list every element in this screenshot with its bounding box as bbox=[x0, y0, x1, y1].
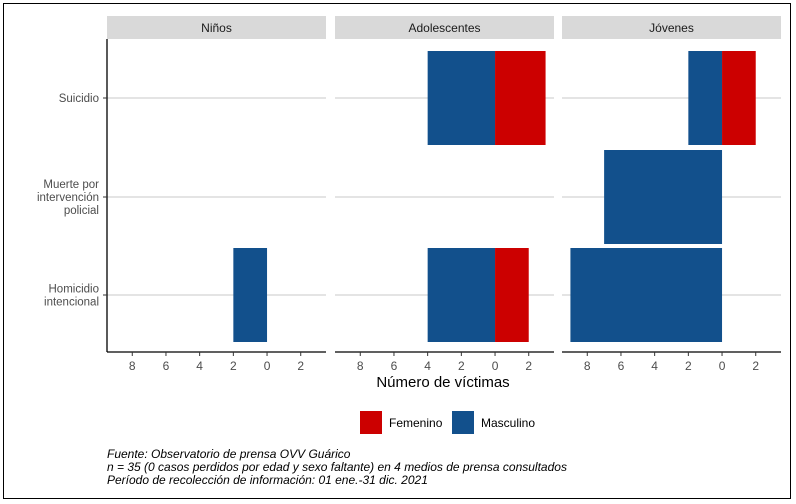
bar-masculino-homicidio bbox=[570, 248, 723, 342]
facet-panel-1: Adolescentes 8 6 4 2 0 2 bbox=[335, 16, 554, 373]
facet-strip bbox=[335, 16, 554, 39]
x-tick-label: 2 bbox=[752, 359, 759, 373]
facet-title: Adolescentes bbox=[408, 21, 480, 35]
y-category-label: Muerte por bbox=[43, 179, 99, 191]
y-category-label: Homicidio bbox=[49, 284, 100, 296]
legend-label: Masculino bbox=[481, 416, 535, 430]
caption-line: Período de recolección de información: 0… bbox=[107, 473, 428, 487]
x-tick-label: 0 bbox=[492, 359, 499, 373]
caption-line: Fuente: Observatorio de prensa OVV Guári… bbox=[107, 447, 351, 461]
x-tick-label: 2 bbox=[297, 359, 304, 373]
x-tick-label: 4 bbox=[651, 359, 658, 373]
x-tick-label: 4 bbox=[196, 359, 203, 373]
y-category-label: intencional bbox=[44, 297, 99, 309]
x-tick-label: 0 bbox=[264, 359, 271, 373]
facet-panel-2: Jóvenes 8 6 4 2 0 2 bbox=[562, 16, 781, 373]
bar-masculino-policial bbox=[604, 150, 723, 244]
legend-swatch-femenino bbox=[360, 411, 382, 434]
y-category-label: policial bbox=[64, 205, 99, 217]
legend-label: Femenino bbox=[389, 416, 443, 430]
x-tick-label: 6 bbox=[391, 359, 398, 373]
bar-masculino-homicidio bbox=[233, 248, 268, 342]
caption-line: n = 35 (0 casos perdidos por edad y sexo… bbox=[107, 460, 567, 474]
x-tick-label: 2 bbox=[458, 359, 465, 373]
caption: Fuente: Observatorio de prensa OVV Guári… bbox=[107, 447, 567, 487]
x-tick-label: 6 bbox=[163, 359, 170, 373]
facet-strip bbox=[107, 16, 326, 39]
facet-panels: Niños 8 6 4 2 0 2 Adolescentes 8 6 4 2 0 2 Jóvenes 8 6 4 2… bbox=[106, 16, 781, 373]
x-axis-label: Número de víctimas bbox=[376, 374, 509, 391]
x-tick-label: 0 bbox=[719, 359, 726, 373]
x-tick-label: 8 bbox=[357, 359, 364, 373]
bar-masculino-suicidio bbox=[688, 51, 723, 145]
facet-strip bbox=[562, 16, 781, 39]
bar-femenino-suicidio bbox=[495, 51, 546, 145]
legend: Femenino Masculino bbox=[360, 411, 535, 434]
x-tick-label: 2 bbox=[230, 359, 237, 373]
bar-femenino-suicidio bbox=[722, 51, 756, 145]
y-category-label: intervención bbox=[37, 192, 99, 204]
facet-title: Jóvenes bbox=[649, 21, 694, 35]
facet-title: Niños bbox=[201, 21, 232, 35]
bar-femenino-homicidio bbox=[495, 248, 529, 342]
bar-masculino-suicidio bbox=[427, 51, 496, 145]
facet-panel-0: Niños 8 6 4 2 0 2 bbox=[107, 16, 326, 373]
legend-swatch-masculino bbox=[452, 411, 474, 434]
x-tick-label: 2 bbox=[685, 359, 692, 373]
y-category-label: Suicidio bbox=[59, 93, 99, 105]
x-tick-label: 6 bbox=[618, 359, 625, 373]
x-tick-label: 8 bbox=[129, 359, 136, 373]
x-tick-label: 4 bbox=[424, 359, 431, 373]
x-tick-label: 8 bbox=[584, 359, 591, 373]
x-tick-label: 2 bbox=[525, 359, 532, 373]
bar-masculino-homicidio bbox=[427, 248, 496, 342]
